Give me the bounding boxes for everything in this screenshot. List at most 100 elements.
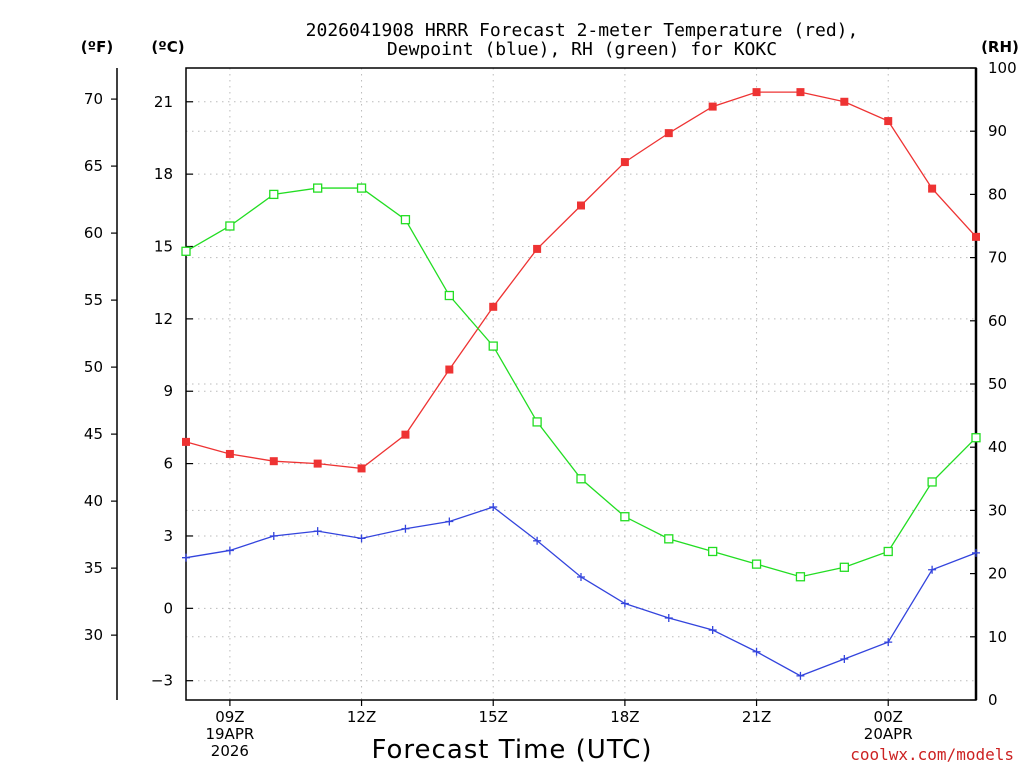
dewpoint-point [884, 638, 893, 647]
rh-tick-label: 0 [988, 691, 998, 709]
rh-point [620, 512, 630, 522]
celsius-tick-label: 15 [154, 238, 173, 256]
celsius-tick-label: 9 [163, 382, 173, 400]
dewpoint-point [972, 548, 980, 557]
2-meter-temperature-point [182, 437, 190, 446]
fahrenheit-tick-label: 50 [84, 358, 103, 376]
celsius-tick-label: 6 [163, 455, 173, 473]
x-tick-label: 00Z [874, 708, 903, 726]
2-meter-temperature-point [708, 102, 717, 111]
dewpoint-point [533, 536, 542, 545]
x-tick-label: 18Z [610, 708, 639, 726]
rh-tick-label: 90 [988, 122, 1007, 140]
2-meter-temperature-point [577, 201, 585, 210]
celsius-unit-label: (ºC) [151, 38, 184, 56]
x-axis-title: Forecast Time (UTC) [371, 735, 652, 765]
fahrenheit-tick-label: 70 [84, 90, 103, 108]
2-meter-temperature-point [840, 97, 849, 106]
dewpoint-point [840, 654, 849, 663]
fahrenheit-tick-label: 55 [84, 291, 103, 309]
data-series [181, 88, 981, 680]
fahrenheit-tick-label: 40 [84, 492, 103, 510]
dewpoint-point [577, 572, 585, 581]
rh-tick-label: 60 [988, 312, 1007, 330]
celsius-tick-label: 21 [154, 93, 173, 111]
chart-title-line2: Dewpoint (blue), RH (green) for KOKC [387, 39, 777, 60]
dewpoint-point [401, 524, 410, 533]
2-meter-temperature-line [185, 91, 977, 470]
rh-point [795, 572, 806, 582]
x-tick-label: 12Z [347, 708, 376, 726]
rh-point [400, 215, 411, 225]
dewpoint-point [664, 613, 673, 622]
2-meter-temperature-point [489, 302, 498, 311]
dewpoint-point [620, 599, 629, 608]
celsius-tick-label: 3 [163, 527, 173, 545]
2-meter-temperature-point [972, 232, 980, 241]
2-meter-temperature-point [796, 88, 805, 97]
2-meter-temperature-point [533, 244, 542, 253]
dewpoint-point [796, 671, 805, 680]
2-meter-temperature-point [225, 449, 234, 458]
plot-frame [185, 67, 977, 701]
dewpoint-line [185, 506, 977, 677]
rh-tick-label: 70 [988, 249, 1007, 267]
rh-point [269, 189, 279, 200]
rh-tick-label: 40 [988, 438, 1007, 456]
rh-point [444, 290, 454, 301]
2-meter-temperature-point [884, 117, 893, 126]
fahrenheit-tick-label: 35 [84, 559, 103, 577]
dewpoint-point [357, 534, 366, 543]
2-meter-temperature-point [752, 88, 761, 97]
rh-point [927, 477, 937, 487]
2-meter-temperature-point [928, 184, 937, 193]
x-tick-label: 20APR [864, 725, 913, 743]
dewpoint-point [225, 546, 234, 555]
rh-tick-label: 30 [988, 501, 1007, 519]
dewpoint-point [269, 531, 278, 540]
rh-point [883, 546, 893, 557]
rh-line [185, 187, 977, 578]
rh-tick-label: 80 [988, 185, 1007, 203]
rh-point [356, 183, 367, 193]
rh-unit-label: (RH) [981, 38, 1019, 56]
x-tick-label: 21Z [742, 708, 771, 726]
rh-point [532, 417, 542, 427]
fahrenheit-tick-label: 30 [84, 626, 103, 644]
celsius-tick-label: 0 [163, 599, 173, 617]
2-meter-temperature-point [269, 457, 278, 466]
2-meter-temperature-point [401, 430, 410, 439]
rh-tick-label: 10 [988, 628, 1007, 646]
dewpoint-point [313, 527, 322, 536]
fahrenheit-tick-label: 60 [84, 224, 103, 242]
2-meter-temperature-point [620, 158, 629, 167]
rh-tick-label: 20 [988, 565, 1007, 583]
rh-tick-label: 50 [988, 375, 1007, 393]
celsius-tick-label: 18 [154, 165, 173, 183]
rh-point [225, 221, 235, 231]
dewpoint-point [928, 565, 937, 574]
dewpoint-point [708, 626, 717, 635]
x-tick-label: 19APR [205, 725, 254, 743]
rh-point [839, 562, 849, 572]
celsius-tick-label: 12 [154, 310, 173, 328]
rh-point [708, 546, 718, 557]
chart-title-line1: 2026041908 HRRR Forecast 2-meter Tempera… [306, 20, 859, 41]
x-tick-label: 15Z [479, 708, 508, 726]
2-meter-temperature-point [445, 365, 454, 374]
dewpoint-point [182, 553, 190, 562]
grid [186, 68, 976, 700]
x-tick-label: 09Z [215, 708, 244, 726]
2-meter-temperature-point [664, 129, 673, 138]
fahrenheit-tick-label: 45 [84, 425, 103, 443]
rh-point [488, 341, 498, 351]
dewpoint-point [752, 647, 761, 656]
dewpoint-point [445, 517, 454, 526]
celsius-tick-label: −3 [151, 672, 173, 690]
rh-point [971, 433, 981, 443]
rh-point [751, 559, 762, 569]
rh-tick-label: 100 [988, 59, 1017, 77]
rh-point [664, 534, 674, 544]
